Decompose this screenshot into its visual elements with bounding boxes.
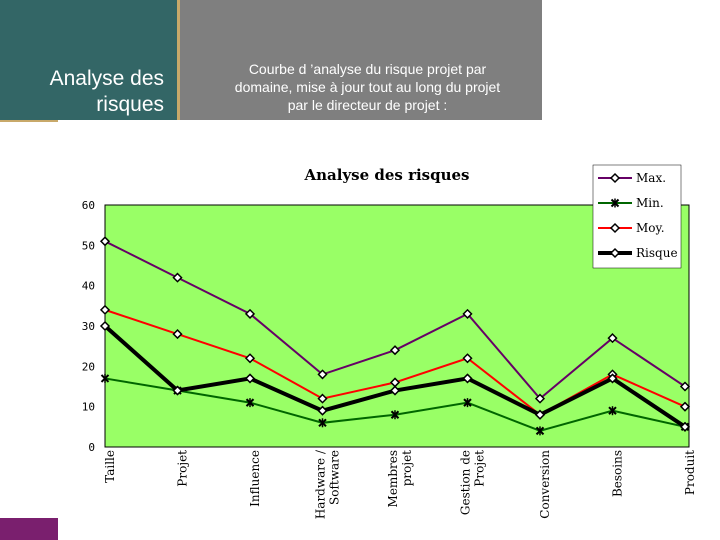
data-point-risque	[244, 373, 256, 384]
x-tick-label-line: Produit	[683, 450, 697, 495]
x-tick-label: Gestion de Projet	[459, 450, 487, 515]
data-point-min	[463, 398, 472, 408]
data-point-max	[389, 345, 401, 356]
y-tick-label: 0	[88, 441, 95, 454]
x-tick-label: Influence	[248, 450, 262, 507]
legend-marker-max	[609, 172, 621, 184]
x-tick-label-line: Projet	[473, 450, 487, 487]
data-point-risque	[679, 421, 691, 432]
slide-title-line2: risques	[96, 93, 164, 116]
slide-title: Analyse des risques	[50, 66, 164, 118]
data-point-min	[608, 406, 617, 416]
x-tick-label: Projet	[176, 450, 190, 487]
data-point-max	[607, 333, 618, 344]
data-point-max	[679, 381, 691, 392]
legend-label-risque: Risque	[636, 246, 678, 260]
legend-label-moy: Moy.	[636, 221, 665, 235]
x-tick-label-line: Taille	[103, 450, 117, 483]
chart-title: Analyse des risques	[303, 166, 469, 184]
legend-box	[592, 164, 682, 269]
data-point-min	[535, 426, 545, 436]
data-point-min	[318, 418, 327, 428]
data-point-moy	[462, 353, 473, 364]
data-point-risque	[607, 373, 618, 384]
data-point-risque	[389, 385, 401, 396]
title-accent-rule	[177, 0, 180, 120]
y-tick-label: 30	[82, 320, 95, 333]
data-point-moy	[679, 401, 691, 412]
x-axis: Taille Projet Influence Hardware / Software M…	[103, 449, 697, 519]
x-tick-label-line: Besoins	[611, 450, 625, 497]
data-point-moy	[317, 393, 328, 404]
x-tick-label-line: projet	[400, 450, 414, 486]
subtitle-line3: par le directeur de projet :	[287, 97, 448, 113]
data-point-max	[534, 393, 546, 404]
x-tick-label-line: Membres	[386, 450, 400, 507]
plot-area	[104, 204, 690, 448]
data-point-moy	[99, 304, 111, 315]
data-point-max	[244, 308, 256, 319]
data-point-min	[100, 373, 110, 383]
subtitle-line2: domaine, mise à jour tout au long du pro…	[234, 79, 501, 95]
x-tick-label: Membres projet	[386, 450, 414, 508]
legend-label-max: Max.	[636, 171, 666, 185]
corner-decoration	[0, 518, 58, 540]
x-tick-label-line: Influence	[248, 450, 262, 507]
x-tick-label: Hardware / Software	[314, 449, 342, 519]
data-point-min	[245, 398, 255, 408]
legend-marker-min	[610, 198, 620, 208]
subtitle-line1: Courbe d ’analyse du risque projet par	[248, 61, 487, 77]
x-tick-label: Taille	[103, 450, 117, 483]
y-axis: 0 10 20 30 40 50 60	[82, 199, 95, 454]
data-point-max	[462, 308, 473, 319]
series-group	[99, 236, 691, 436]
x-tick-label-line: Hardware /	[314, 449, 328, 519]
left-accent-rule	[0, 120, 58, 122]
slide-subtitle: Courbe d ’analyse du risque projet par d…	[205, 60, 530, 114]
data-point-risque	[534, 409, 546, 420]
legend-marker-moy	[609, 222, 621, 234]
y-tick-label: 10	[82, 401, 95, 414]
data-point-max	[172, 272, 183, 283]
data-point-risque	[99, 320, 111, 332]
data-point-max	[317, 369, 328, 380]
x-tick-label: Produit	[683, 450, 697, 495]
x-tick-label-line: Software	[328, 450, 342, 505]
data-point-moy	[244, 353, 256, 364]
y-tick-label: 60	[82, 199, 95, 212]
y-tick-label: 20	[82, 360, 95, 373]
slide-title-line1: Analyse des	[49, 67, 164, 90]
title-block: Analyse des risques	[0, 0, 180, 120]
data-point-min	[390, 410, 400, 420]
x-tick-label: Conversion	[538, 450, 552, 519]
data-point-risque	[317, 405, 328, 416]
x-tick-label-line: Projet	[176, 450, 190, 487]
data-point-moy	[172, 329, 183, 340]
legend: Max. Min. Moy. Risque	[592, 164, 682, 269]
x-tick-label-line: Gestion de	[459, 450, 473, 515]
data-point-max	[99, 236, 111, 247]
y-tick-label: 50	[82, 239, 95, 252]
legend-label-min: Min.	[636, 196, 664, 210]
legend-marker-risque	[609, 247, 621, 259]
data-point-risque	[462, 373, 473, 384]
header-band	[180, 0, 542, 120]
data-point-risque	[172, 385, 183, 396]
x-tick-label: Besoins	[611, 450, 625, 497]
x-tick-label-line: Conversion	[538, 450, 552, 519]
y-tick-label: 40	[82, 280, 95, 293]
